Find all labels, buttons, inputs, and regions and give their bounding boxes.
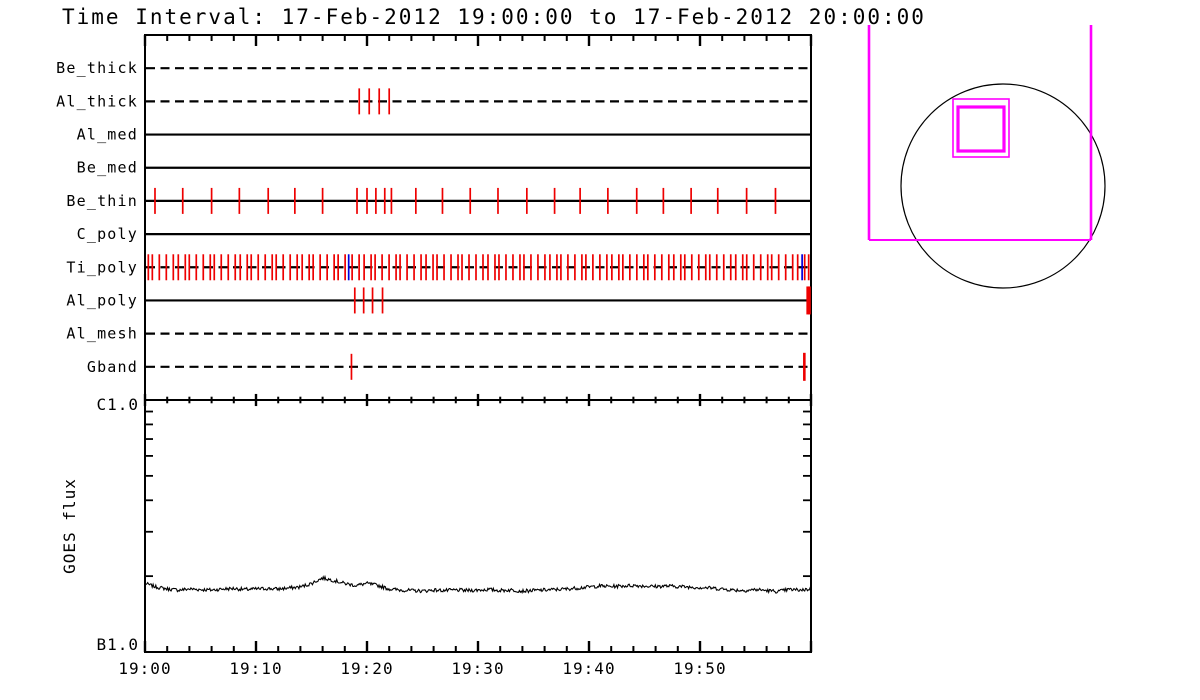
filter-row-label-Be_med: Be_med — [77, 159, 138, 177]
y-axis-bottom-label: B1.0 — [96, 635, 139, 654]
y-axis-top-label: C1.0 — [96, 395, 139, 414]
filter-row-label-C_poly: C_poly — [77, 225, 138, 243]
x-tick-label-19:50: 19:50 — [673, 659, 726, 678]
x-tick-label-19:10: 19:10 — [229, 659, 282, 678]
filter-row-label-Be_thick: Be_thick — [56, 59, 138, 77]
timeline-panel-frame — [144, 34, 812, 401]
goes-flux-axis-title: GOES flux — [60, 478, 79, 574]
solar-disk-circle — [900, 83, 1106, 289]
fov-box-2 — [956, 105, 1006, 153]
filter-row-label-Al_thick: Al_thick — [56, 92, 138, 110]
page-title: Time Interval: 17-Feb-2012 19:00:00 to 1… — [62, 5, 926, 29]
goes-panel-frame — [144, 399, 812, 653]
filter-row-label-Al_med: Al_med — [77, 126, 138, 144]
filter-row-label-Al_poly: Al_poly — [66, 291, 138, 309]
generated-plot-elements: Be_thick Al_thick Al_med Be_med Be_thin C_pol… — [56, 25, 1106, 678]
filter-row-label-Be_thin: Be_thin — [66, 192, 138, 210]
x-tick-label-19:40: 19:40 — [562, 659, 615, 678]
filter-row-label-Ti_poly: Ti_poly — [66, 258, 138, 276]
x-tick-label-19:20: 19:20 — [340, 659, 393, 678]
x-tick-label-19:30: 19:30 — [451, 659, 504, 678]
x-tick-label-19:00: 19:00 — [118, 659, 171, 678]
filter-row-label-Gband: Gband — [87, 358, 138, 376]
filter-row-label-Al_mesh: Al_mesh — [66, 325, 138, 343]
fov-box-1 — [952, 98, 1010, 158]
goes-flux-curve — [144, 574, 812, 595]
